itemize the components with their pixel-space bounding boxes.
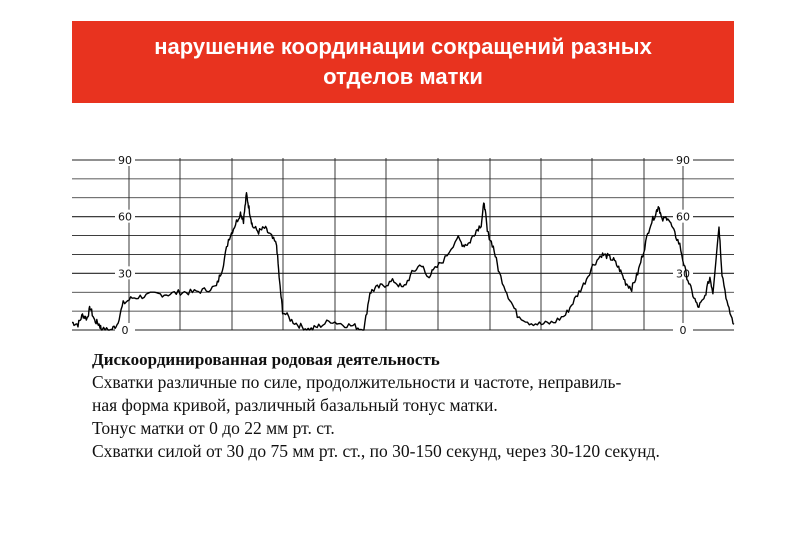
uterine-pressure-trace xyxy=(71,192,735,331)
caption-line-4: Схватки силой от 30 до 75 мм рт. ст., по… xyxy=(92,441,660,461)
caption-line-1: Схватки различные по силе, продолжительн… xyxy=(92,372,622,392)
uterine-activity-chart: 90 60 30 0 90 60 30 0 xyxy=(71,153,735,337)
tick-label-bg xyxy=(115,323,135,336)
tick-label-bg xyxy=(673,323,693,336)
caption-line-3: Тонус матки от 0 до 22 мм рт. ст. xyxy=(92,418,335,438)
y-tick-label-right: 60 xyxy=(676,211,690,224)
y-tick-label-left: 30 xyxy=(118,267,132,280)
tick-label-bg xyxy=(115,266,135,280)
caption-block: Дискоординированная родовая деятельность… xyxy=(92,348,752,463)
tick-label-bg xyxy=(673,266,693,280)
y-tick-label-left: 60 xyxy=(118,211,132,224)
tick-label-bg xyxy=(115,153,135,166)
title-line-1: нарушение координации сокращений разных xyxy=(154,34,652,59)
caption-heading: Дискоординированная родовая деятельность xyxy=(92,350,440,369)
y-axis-ticks: 90 60 30 0 90 60 30 0 xyxy=(115,153,693,337)
caption-line-2: ная форма кривой, различный базальный то… xyxy=(92,395,498,415)
y-tick-label-right: 90 xyxy=(676,154,690,167)
y-tick-label-right: 0 xyxy=(680,324,687,337)
y-tick-label-left: 90 xyxy=(118,154,132,167)
tick-label-bg xyxy=(673,209,693,223)
chart-grid xyxy=(72,158,734,331)
title-line-2: отделов матки xyxy=(323,64,483,89)
tick-label-bg xyxy=(115,209,135,223)
y-tick-label-right: 30 xyxy=(676,267,690,280)
y-tick-label-left: 0 xyxy=(122,324,129,337)
series-line xyxy=(71,192,735,331)
title-banner: нарушение координации сокращений разных … xyxy=(72,21,734,103)
tick-label-bg xyxy=(673,153,693,166)
